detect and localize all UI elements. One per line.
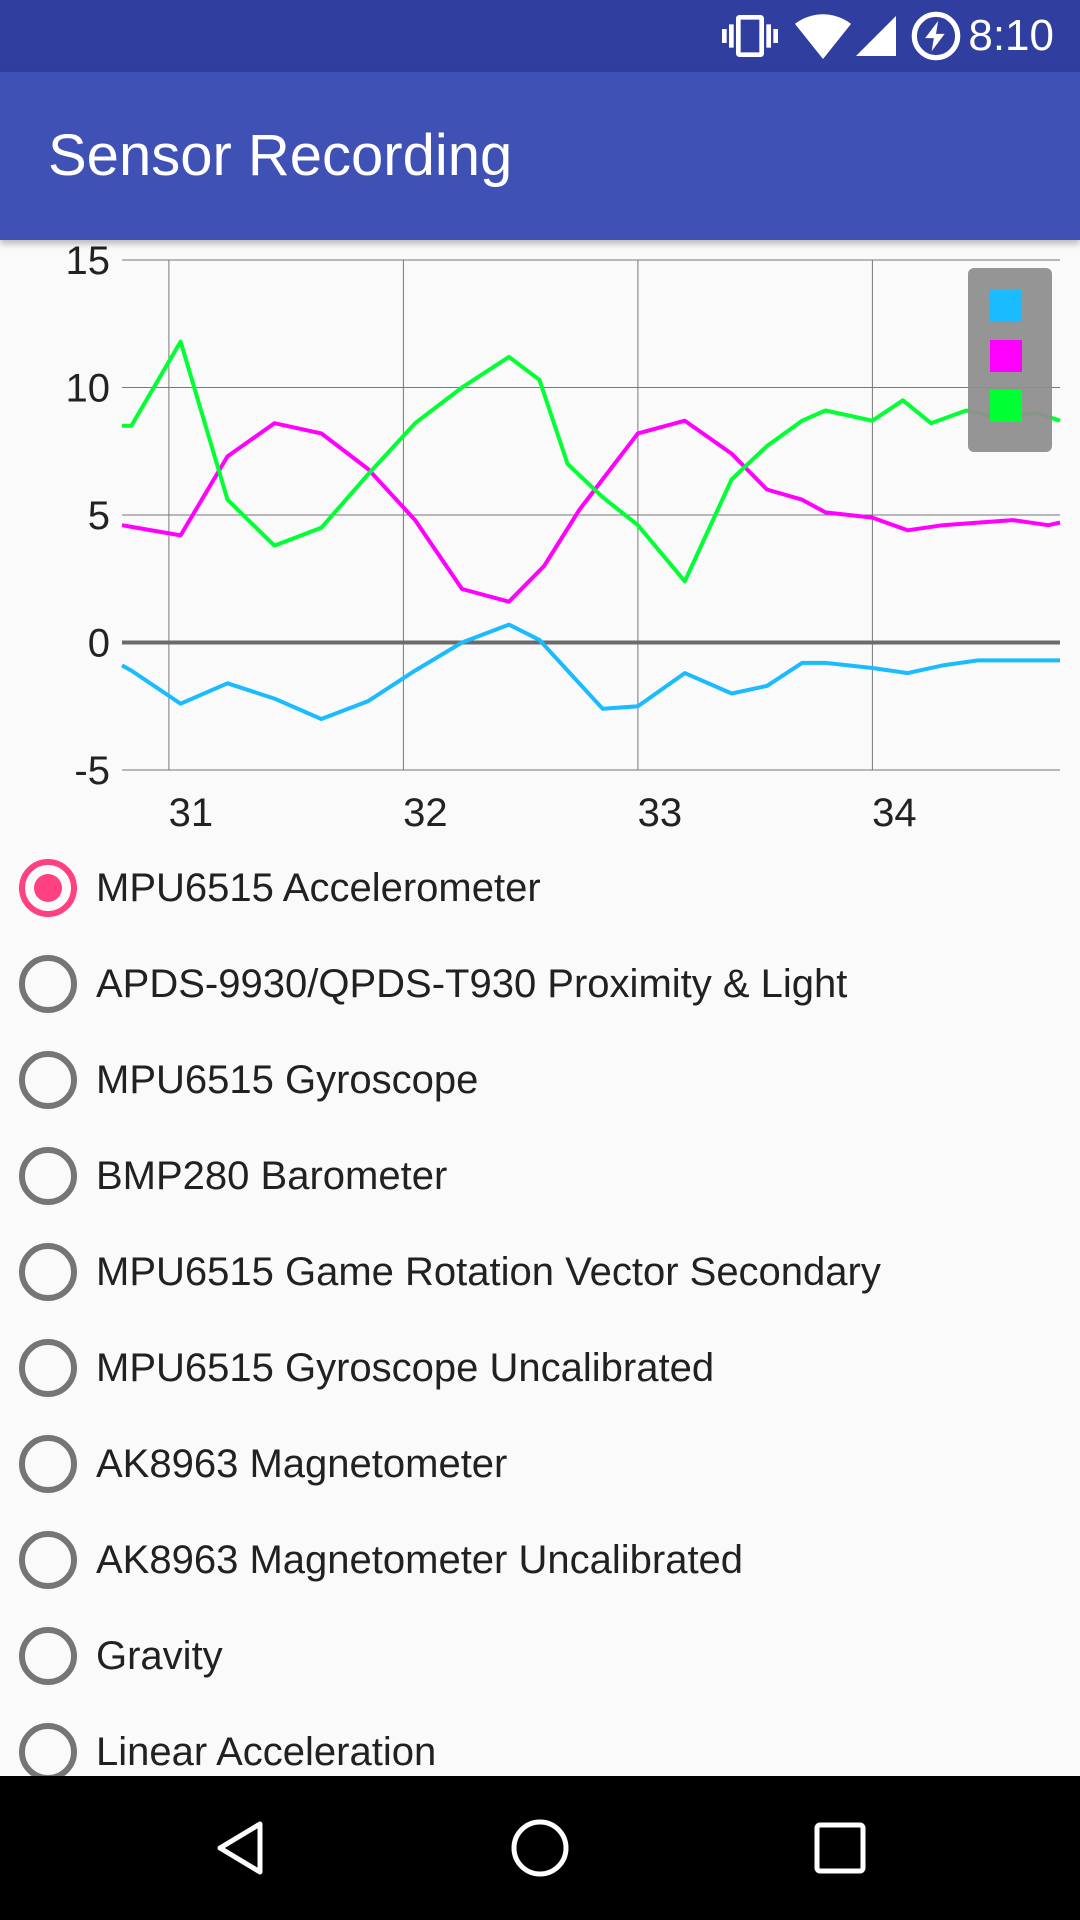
status-bar: 8:10 <box>0 0 1080 72</box>
y-tick-label: 5 <box>88 494 110 538</box>
battery-charging-icon <box>910 0 962 72</box>
sensor-radio-item[interactable]: MPU6515 Gyroscope Uncalibrated <box>0 1320 1080 1416</box>
sensor-radio-item[interactable]: BMP280 Barometer <box>0 1128 1080 1224</box>
series-line-3 <box>122 339 1061 584</box>
x-tick-label: 34 <box>872 791 917 835</box>
radio-button-icon[interactable] <box>19 1147 77 1205</box>
sensor-radio-item[interactable]: AK8963 Magnetometer <box>0 1416 1080 1512</box>
radio-button-icon[interactable] <box>19 859 77 917</box>
radio-button-icon[interactable] <box>19 1435 77 1493</box>
radio-button-icon[interactable] <box>19 1531 77 1589</box>
x-tick-label: 32 <box>403 791 448 835</box>
y-tick-label: -5 <box>74 749 110 793</box>
legend-swatch-1 <box>990 290 1022 322</box>
y-tick-label: 0 <box>88 622 110 666</box>
sensor-radio-label: MPU6515 Gyroscope Uncalibrated <box>96 1345 715 1390</box>
radio-button-icon[interactable] <box>19 955 77 1013</box>
sensor-radio-item[interactable]: MPU6515 Gyroscope <box>0 1032 1080 1128</box>
chart-svg: 15 10 5 0 -5 31 32 33 34 <box>66 240 1061 835</box>
sensor-list: MPU6515 Accelerometer APDS-9930/QPDS-T930… <box>0 840 1080 1776</box>
legend-swatch-3 <box>990 390 1022 422</box>
sensor-radio-label: AK8963 Magnetometer Uncalibrated <box>96 1537 744 1582</box>
legend-swatch-2 <box>990 340 1022 372</box>
cell-signal-icon <box>852 0 900 72</box>
series-line-2 <box>121 418 1061 604</box>
sensor-radio-label: MPU6515 Accelerometer <box>96 865 541 910</box>
sensor-radio-label: MPU6515 Game Rotation Vector Secondary <box>96 1249 881 1294</box>
sensor-chart: 15 10 5 0 -5 31 32 33 34 <box>0 240 1080 840</box>
y-tick-label: 10 <box>66 367 111 411</box>
sensor-radio-item[interactable]: APDS-9930/QPDS-T930 Proximity & Light <box>0 936 1080 1032</box>
sensor-radio-item[interactable]: Gravity <box>0 1608 1080 1704</box>
recents-icon[interactable] <box>768 1776 912 1920</box>
sensor-radio-item[interactable]: MPU6515 Accelerometer <box>0 840 1080 936</box>
app-bar: Sensor Recording <box>0 72 1080 240</box>
series-line-1 <box>121 622 1060 721</box>
radio-button-icon[interactable] <box>19 1051 77 1109</box>
sensor-radio-item[interactable]: MPU6515 Game Rotation Vector Secondary <box>0 1224 1080 1320</box>
radio-button-icon[interactable] <box>19 1243 77 1301</box>
x-tick-label: 33 <box>638 791 683 835</box>
navigation-bar <box>0 1776 1080 1920</box>
back-icon[interactable] <box>168 1776 312 1920</box>
sensor-radio-label: AK8963 Magnetometer <box>96 1441 508 1486</box>
radio-button-icon[interactable] <box>19 1627 77 1685</box>
wifi-icon <box>794 0 852 72</box>
sensor-radio-label: MPU6515 Gyroscope <box>96 1057 479 1102</box>
y-tick-label: 15 <box>66 240 111 283</box>
sensor-radio-item[interactable]: Linear Acceleration <box>0 1704 1080 1776</box>
radio-button-icon[interactable] <box>19 1339 77 1397</box>
sensor-radio-label: APDS-9930/QPDS-T930 Proximity & Light <box>96 961 848 1006</box>
vibrate-icon <box>722 0 778 72</box>
x-tick-label: 31 <box>169 791 214 835</box>
radio-button-icon[interactable] <box>19 1723 77 1776</box>
sensor-radio-label: Linear Acceleration <box>96 1729 437 1774</box>
sensor-radio-label: Gravity <box>96 1633 223 1678</box>
clock: 8:10 <box>968 11 1054 60</box>
home-icon[interactable] <box>468 1776 612 1920</box>
sensor-radio-item[interactable]: AK8963 Magnetometer Uncalibrated <box>0 1512 1080 1608</box>
sensor-radio-label: BMP280 Barometer <box>96 1153 448 1198</box>
page-title: Sensor Recording <box>48 123 513 188</box>
